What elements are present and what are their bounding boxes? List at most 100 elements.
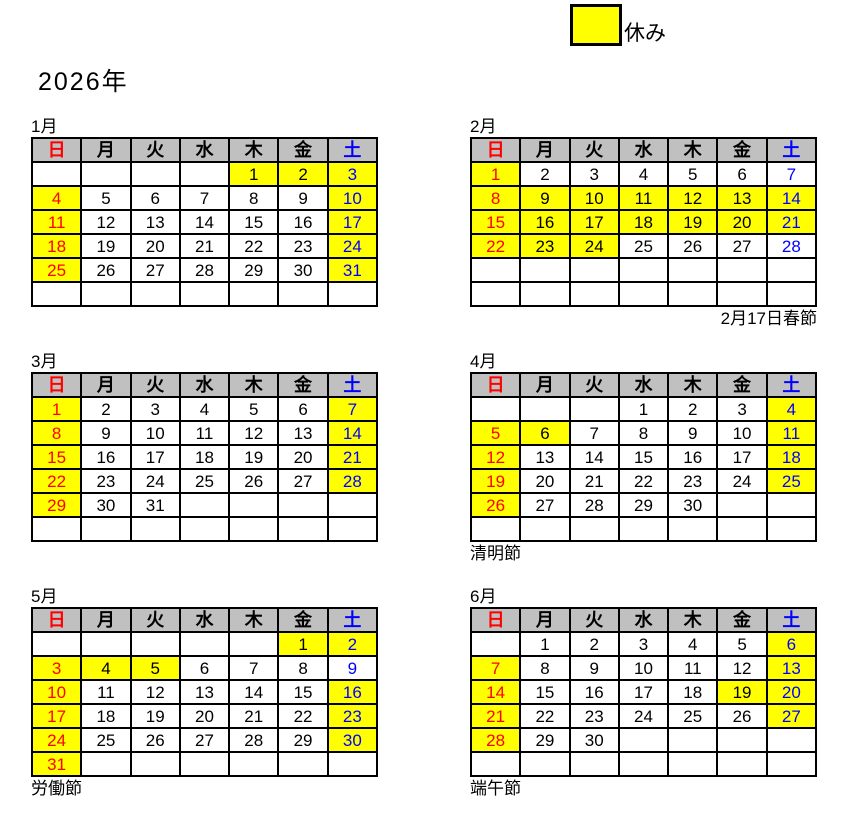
day-cell: 4: [617, 161, 670, 187]
day-cell: 11: [30, 209, 83, 235]
empty-cell: [129, 631, 181, 657]
day-cell: 12: [469, 444, 522, 470]
weekday-header: 土: [326, 607, 379, 633]
day-cell: 29: [519, 727, 571, 753]
day-cell: 20: [519, 468, 571, 494]
day-cell: 6: [129, 185, 181, 211]
weekday-header: 木: [667, 137, 719, 163]
month-label: 3月: [31, 352, 58, 371]
day-cell: 18: [617, 209, 670, 235]
empty-cell: [178, 492, 231, 518]
day-cell: 8: [519, 655, 571, 681]
weekday-header: 火: [129, 137, 181, 163]
day-cell: 9: [277, 185, 329, 211]
day-cell: 8: [617, 420, 670, 446]
day-cell: 18: [30, 233, 83, 259]
empty-cell: [326, 751, 379, 777]
empty-cell: [519, 281, 571, 307]
day-cell: 8: [228, 185, 280, 211]
day-cell: 9: [326, 655, 379, 681]
empty-cell: [617, 727, 670, 753]
day-cell: 22: [228, 233, 280, 259]
day-cell: 11: [80, 679, 132, 705]
weekday-header: 火: [568, 137, 620, 163]
month-note: 労働節: [31, 779, 82, 798]
day-cell: 10: [30, 679, 83, 705]
day-cell: 29: [277, 727, 329, 753]
empty-cell: [30, 281, 83, 307]
day-cell: 19: [667, 209, 719, 235]
empty-cell: [568, 751, 620, 777]
empty-cell: [228, 516, 280, 542]
day-cell: 15: [228, 209, 280, 235]
day-cell: 3: [568, 161, 620, 187]
weekday-header: 土: [765, 137, 818, 163]
day-cell: 13: [277, 420, 329, 446]
holiday-swatch-icon: [570, 4, 622, 46]
day-cell: 16: [568, 679, 620, 705]
day-cell: 12: [228, 420, 280, 446]
empty-cell: [617, 516, 670, 542]
day-cell: 6: [519, 420, 571, 446]
weekday-header: 木: [667, 607, 719, 633]
day-cell: 26: [469, 492, 522, 518]
day-cell: 4: [667, 631, 719, 657]
weekday-header: 木: [228, 372, 280, 398]
empty-cell: [716, 516, 768, 542]
empty-cell: [129, 751, 181, 777]
empty-cell: [568, 257, 620, 283]
day-cell: 9: [667, 420, 719, 446]
weekday-header: 日: [469, 607, 522, 633]
empty-cell: [30, 516, 83, 542]
empty-cell: [178, 631, 231, 657]
empty-cell: [519, 257, 571, 283]
empty-cell: [765, 727, 818, 753]
weekday-header: 水: [617, 372, 670, 398]
month-6: 6月日月火水木金土 1 2 3 4 5 6 7 8 9 10 11 12 13 14 15 16 17 18 19 20…: [469, 586, 818, 799]
day-cell: 31: [129, 492, 181, 518]
empty-cell: [129, 281, 181, 307]
day-cell: 12: [129, 679, 181, 705]
month-label: 4月: [470, 352, 497, 371]
day-cell: 15: [617, 444, 670, 470]
empty-cell: [716, 751, 768, 777]
weekday-header: 火: [568, 607, 620, 633]
weekday-header: 水: [178, 372, 231, 398]
month-label: 2月: [470, 117, 497, 136]
day-cell: 2: [519, 161, 571, 187]
day-cell: 20: [765, 679, 818, 705]
weekday-header: 月: [80, 607, 132, 633]
empty-cell: [765, 492, 818, 518]
day-cell: 24: [716, 468, 768, 494]
day-cell: 24: [326, 233, 379, 259]
empty-cell: [277, 492, 329, 518]
day-cell: 27: [519, 492, 571, 518]
empty-cell: [617, 751, 670, 777]
empty-cell: [667, 257, 719, 283]
weekday-header: 日: [30, 137, 83, 163]
day-cell: 21: [469, 703, 522, 729]
day-cell: 2: [277, 161, 329, 187]
empty-cell: [228, 751, 280, 777]
day-cell: 25: [667, 703, 719, 729]
day-cell: 7: [765, 161, 818, 187]
day-cell: 12: [80, 209, 132, 235]
day-cell: 20: [129, 233, 181, 259]
empty-cell: [519, 516, 571, 542]
calendar-table: 日月火水木金土 1 2 3 4 5 6 7 8 9 10 11 12 13 14 15 16 17 18 19 20 21…: [30, 607, 379, 777]
day-cell: 31: [30, 751, 83, 777]
day-cell: 7: [178, 185, 231, 211]
empty-cell: [178, 751, 231, 777]
empty-cell: [667, 281, 719, 307]
day-cell: 24: [129, 468, 181, 494]
day-cell: 4: [765, 396, 818, 422]
day-cell: 24: [617, 703, 670, 729]
empty-cell: [765, 281, 818, 307]
empty-cell: [80, 161, 132, 187]
day-cell: 15: [469, 209, 522, 235]
day-cell: 6: [178, 655, 231, 681]
day-cell: 10: [716, 420, 768, 446]
day-cell: 9: [568, 655, 620, 681]
day-cell: 20: [277, 444, 329, 470]
day-cell: 23: [80, 468, 132, 494]
